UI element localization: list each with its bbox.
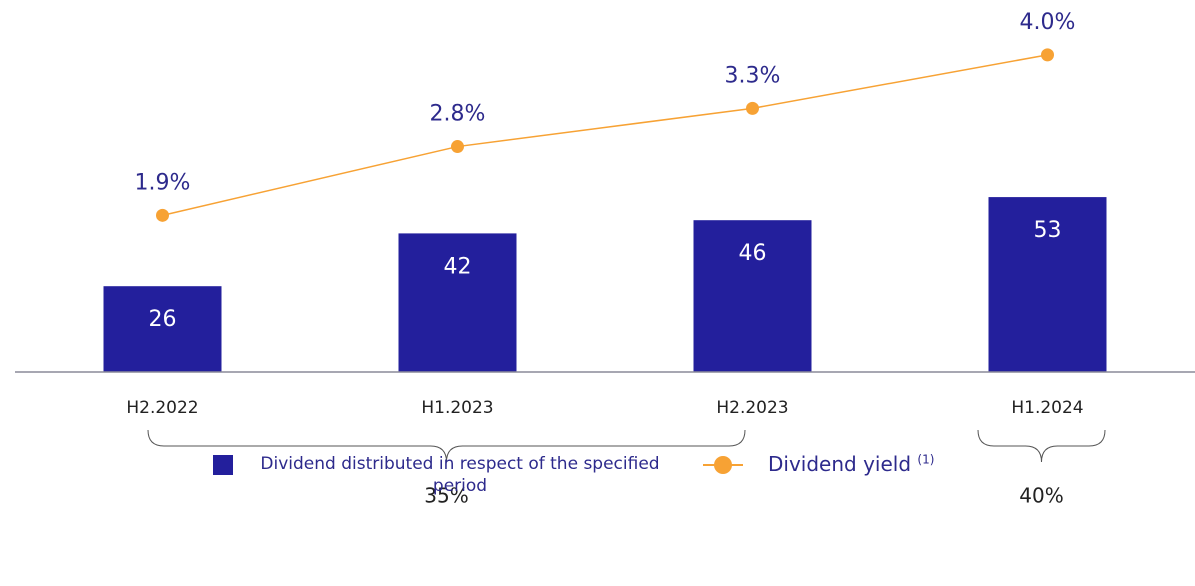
bar — [988, 197, 1107, 372]
legend-line-label: Dividend yield (1) — [768, 452, 934, 476]
bracket-label: 40% — [1019, 484, 1063, 508]
line-point — [156, 208, 169, 222]
x-tick-label: H1.2023 — [421, 398, 493, 418]
line-label: 2.8% — [430, 102, 486, 127]
line — [162, 54, 1048, 217]
bracket — [147, 429, 746, 463]
legend-bar-label: Dividend distributed in respect of the s… — [260, 454, 660, 496]
bar-label: 53 — [1034, 218, 1062, 243]
bar — [693, 220, 812, 372]
line-point — [1041, 48, 1054, 62]
legend-bar-swatch — [213, 455, 233, 475]
bracket — [977, 429, 1106, 463]
line-point — [451, 140, 464, 154]
x-tick-label: H1.2024 — [1011, 398, 1083, 418]
bar-label: 46 — [739, 241, 767, 266]
bar — [103, 286, 222, 372]
line-point — [746, 101, 759, 115]
legend-line-marker — [714, 456, 732, 474]
x-tick-label: H2.2023 — [716, 398, 788, 418]
x-tick-label: H2.2022 — [126, 398, 198, 418]
bar-label: 26 — [149, 307, 177, 332]
legend-note: (1) — [917, 452, 935, 467]
legend-line-name: Dividend yield — [768, 452, 912, 476]
bar — [398, 233, 517, 372]
bar-label: 42 — [444, 254, 472, 279]
line-label: 4.0% — [1020, 10, 1076, 35]
line-label: 1.9% — [135, 170, 191, 195]
line-label: 3.3% — [725, 63, 781, 88]
bracket-label: 35% — [424, 484, 468, 508]
